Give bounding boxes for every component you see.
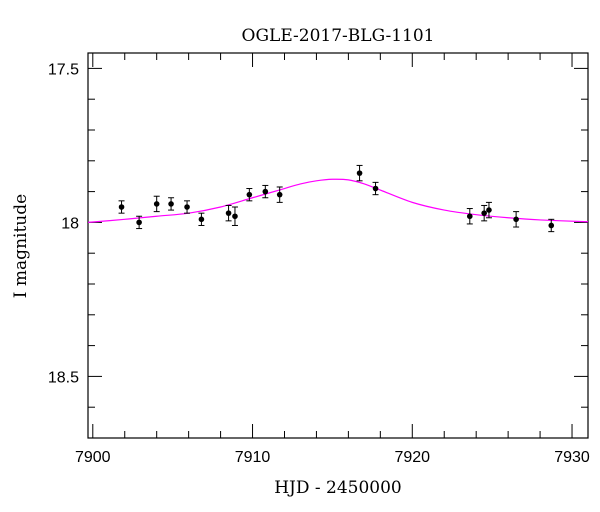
data-point — [153, 201, 160, 207]
y-tick-label: 17.5 — [48, 61, 79, 78]
model-curve — [87, 178, 589, 223]
data-point — [136, 219, 142, 226]
data-point — [262, 188, 269, 195]
data-point — [232, 213, 238, 220]
data-point — [276, 191, 283, 198]
plot-frame — [87, 52, 589, 439]
data-point — [246, 191, 253, 198]
data-point — [548, 222, 555, 229]
data-point — [184, 204, 190, 210]
data-point — [168, 201, 174, 207]
data-point — [118, 204, 125, 210]
x-tick-label: 7910 — [235, 449, 271, 466]
data-point — [372, 185, 379, 192]
data-point — [481, 210, 487, 216]
data-point — [466, 213, 473, 220]
x-axis-label: HJD - 2450000 — [274, 478, 402, 498]
y-axis-label: I magnitude — [11, 194, 31, 298]
model-curve-layer — [87, 178, 589, 223]
data-point — [486, 207, 492, 213]
data-point — [356, 170, 363, 176]
x-tick-label: 7930 — [554, 449, 590, 466]
x-tick-label: 7920 — [394, 449, 430, 466]
data-points-layer — [118, 164, 555, 233]
y-tick-label: 18 — [61, 215, 79, 232]
data-point — [513, 216, 519, 223]
data-point — [225, 210, 232, 216]
x-tick-label: 7900 — [75, 449, 111, 466]
x-axis-ticks: 7900 7910 7920 7930 — [75, 53, 590, 466]
y-axis-ticks: 17.5 18 18.5 — [48, 61, 588, 439]
data-point — [198, 216, 205, 223]
y-tick-label: 18.5 — [48, 369, 79, 386]
chart-title: OGLE-2017-BLG-1101 — [242, 26, 435, 46]
